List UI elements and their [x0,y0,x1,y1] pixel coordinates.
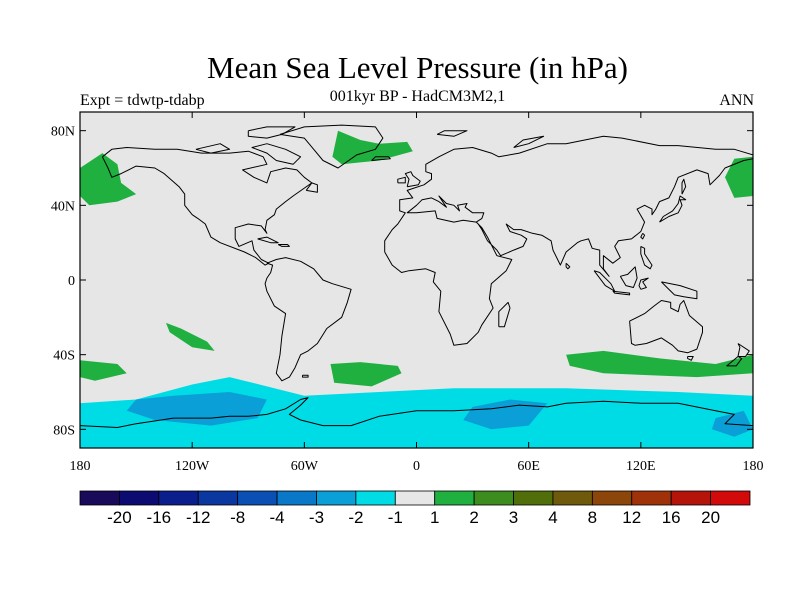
madagascar-coastline [498,301,511,328]
anomaly-regions [80,130,753,448]
colorbar-label: -3 [309,508,324,527]
colorbar-label: 8 [588,508,597,527]
east-antarctic-negative-region [463,399,548,430]
x-tick-label: 60W [291,459,319,474]
colorbar-swatch [710,490,751,506]
colorbar-swatch [79,490,120,506]
southern-ocean-negative-region [80,377,753,448]
antarctica-coastline [80,397,753,428]
colorbar-label: 16 [662,508,681,527]
colorbar-label: 4 [548,508,557,527]
south-pacific-subtropical-region [166,322,215,351]
cuba-coastline [257,236,279,244]
japan-coastline [659,195,687,223]
greenland-sea-positive-region [332,130,413,165]
colorbar-label: -4 [269,508,284,527]
sakhalin-coastline [681,178,687,195]
colorbar-swatch [158,490,199,506]
colorbar-swatch [591,490,633,506]
ireland-coastline [397,176,406,184]
novaya-zemlya-coastline [513,135,545,148]
x-tick-label: 0 [413,459,420,474]
colorbar-label: -20 [107,508,132,527]
colorbar-swatch [237,490,278,506]
sri-lanka-coastline [565,262,571,270]
south-atlantic-midlat-region [330,362,402,387]
colorbar-swatch [434,490,475,506]
sulawesi-coastline [638,277,649,290]
plot-title: Mean Sea Level Pressure (in hPa) [207,50,628,85]
y-tick-label: 80S [53,423,75,438]
y-tick-label: 80N [51,125,75,140]
colorbar-label: 2 [469,508,478,527]
hispaniola-coastline [277,244,290,247]
colorbar-label: -1 [388,508,403,527]
iceland-coastline [371,156,391,161]
colorbar-swatch [513,490,554,506]
colorbar-label: -16 [147,508,172,527]
colorbar-label: 1 [430,508,439,527]
new-zealand-south-coastline [726,356,743,367]
south-pacific-midlat-region [80,360,127,381]
tasmania-coastline [687,356,694,361]
colorbar-swatch [394,490,436,506]
colorbar-swatch [473,490,514,506]
afro-eurasia-coastline [384,135,753,346]
colorbar-swatch [355,490,396,506]
greenland-coastline [279,124,384,169]
victoria-island-coastline [195,143,231,154]
x-tick-label: 60E [517,459,540,474]
falklands-coastline [302,374,309,378]
experiment-label: Expt = tdwtp-tdabp [80,92,205,109]
south-indian-midlat-region [566,350,753,378]
svalbard-coastline [436,130,468,137]
borneo-coastline [619,266,638,288]
colorbar-label: -8 [230,508,245,527]
y-tick-label: 0 [68,274,75,289]
north-america-coastline [101,147,313,266]
colorbar-swatch [197,490,239,506]
java-coastline [612,290,631,296]
ellesmere-island-coastline [247,126,296,139]
colorbar-swatch [276,490,317,506]
colorbar-swatch [119,490,160,506]
x-tick-label: 120E [626,459,656,474]
x-tick-label: 120W [175,459,210,474]
colorbar-swatch [631,490,672,506]
x-axis: 180 120W 60W 0 60E 120E 180 [70,112,764,474]
philippines-coastline [640,245,653,270]
british-isles-coastline [404,171,421,188]
y-tick-label: 40N [51,199,75,214]
x-tick-label: 180 [743,459,764,474]
new-guinea-coastline [661,281,698,300]
australia-coastline [629,300,703,354]
colorbar-swatch [316,490,357,506]
amundsen-sea-negative-region [126,392,267,426]
taiwan-coastline [640,232,646,240]
colorbar-label: -2 [348,508,363,527]
colorbar: -20 -16 -12 -8 -4 -3 -2 -1 1 2 3 4 8 12 16 20 [79,490,751,527]
south-america-coastline [264,257,352,382]
coastlines [80,124,753,428]
sumatra-coastline [593,270,616,292]
baffin-island-coastline [251,143,302,165]
y-tick-label: 40S [53,349,75,364]
colorbar-label: 12 [622,508,641,527]
plot-subtitle: 001kyr BP - HadCM3M2,1 [329,88,506,105]
season-label: ANN [719,92,754,109]
y-axis: 80N 40N 0 40S 80S [51,125,753,438]
colorbar-label: -12 [186,508,211,527]
colorbar-label: 3 [509,508,518,527]
x-tick-label: 180 [70,459,91,474]
colorbar-label: 20 [701,508,720,527]
colorbar-swatch [552,490,593,506]
colorbar-swatch [670,490,711,506]
new-zealand-coastline [737,343,750,357]
north-pacific-positive-east-region [725,156,753,198]
newfoundland-coastline [305,182,318,193]
north-pacific-positive-region [80,153,137,206]
